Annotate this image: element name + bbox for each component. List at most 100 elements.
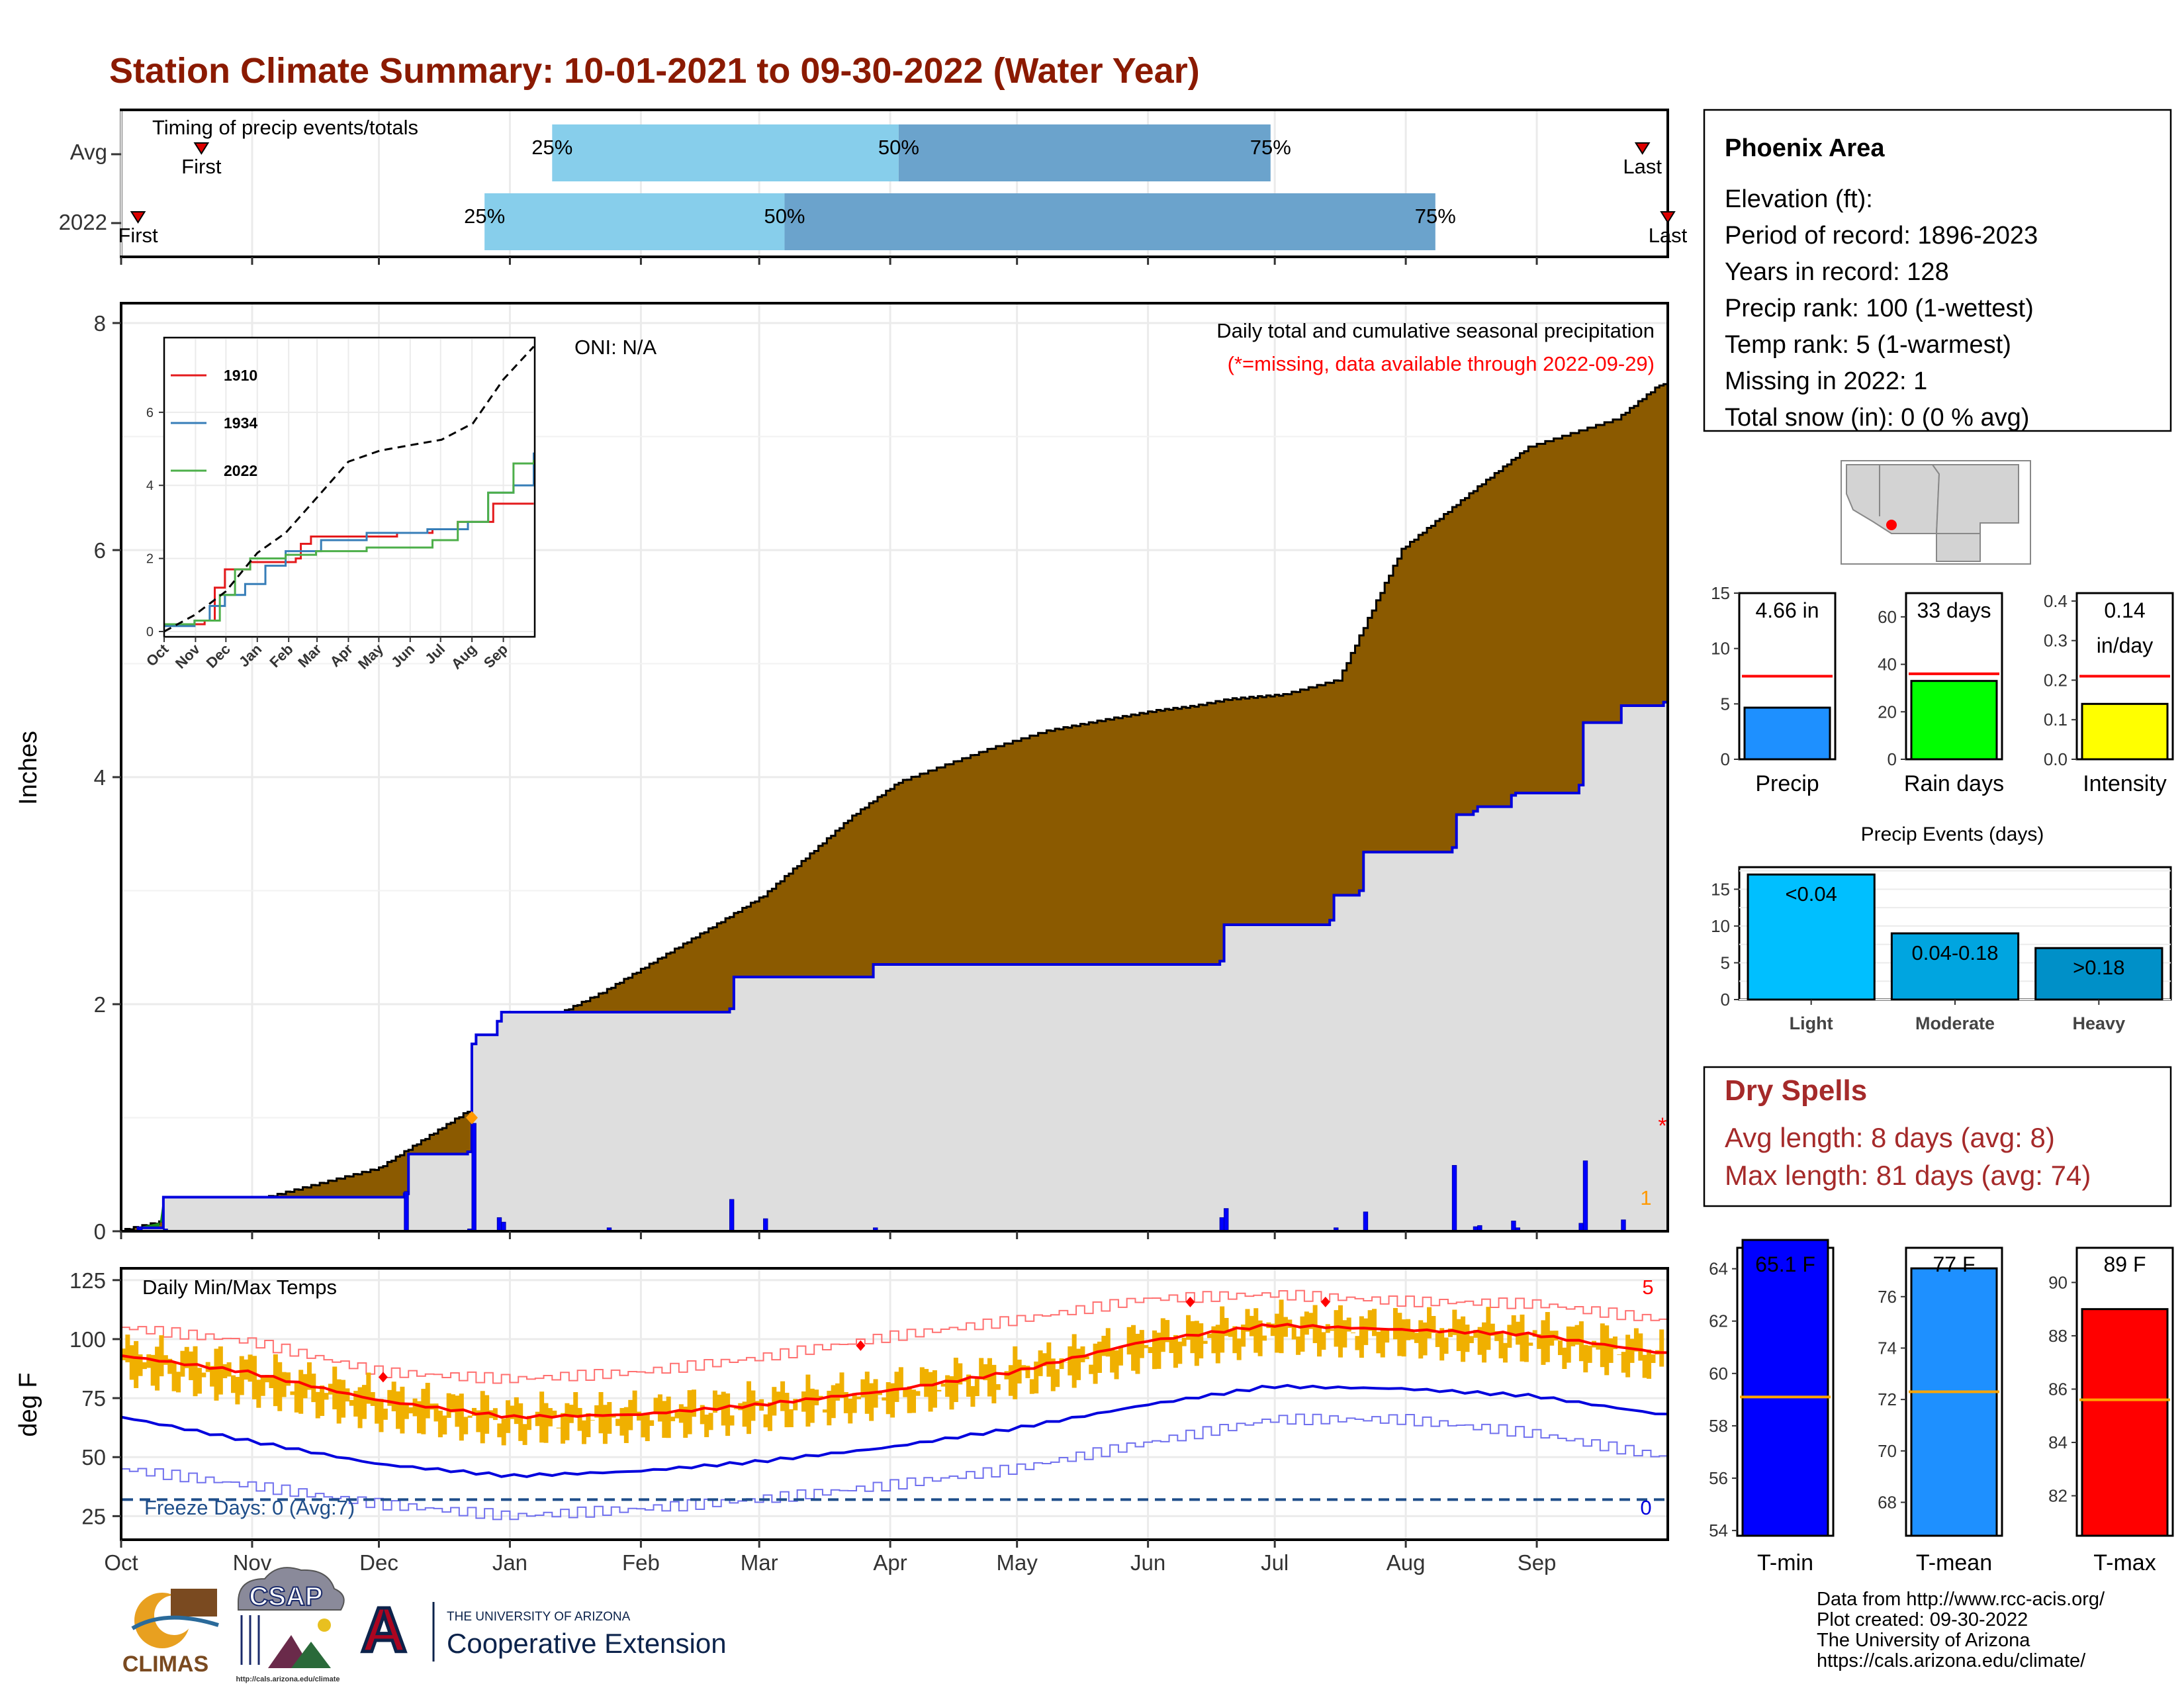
station-name: Phoenix Area <box>1725 134 1885 162</box>
month-label: Nov <box>233 1550 272 1575</box>
daily-temp-range-bar <box>476 1410 481 1432</box>
daily-temp-range-bar <box>1059 1358 1064 1370</box>
temps-label: Daily Min/Max Temps <box>142 1276 337 1299</box>
summary-value-label: 0.14 <box>2104 598 2145 622</box>
daily-temp-range-bar <box>1114 1350 1119 1380</box>
temp-summary-ytick-label: 56 <box>1709 1468 1728 1488</box>
daily-temp-range-bar <box>1312 1305 1318 1343</box>
daily-temp-range-bar <box>1152 1330 1157 1370</box>
daily-temp-range-bar <box>898 1367 903 1389</box>
daily-temp-range-bar <box>814 1389 819 1405</box>
temp-summary-category: T-min <box>1757 1550 1813 1575</box>
daily-temp-range-bar <box>1659 1329 1664 1367</box>
daily-temp-range-bar <box>839 1372 844 1398</box>
daily-temp-range-bar <box>138 1354 143 1376</box>
daily-temp-range-bar <box>1359 1316 1364 1358</box>
month-label: Mar <box>741 1550 778 1575</box>
daily-temp-range-bar <box>324 1393 329 1400</box>
daily-temp-range-bar <box>1097 1341 1102 1373</box>
daily-temp-range-bar <box>201 1372 206 1378</box>
events-category-label: Heavy <box>2073 1013 2126 1033</box>
precip-ytick-label: 6 <box>94 538 106 563</box>
daily-temp-range-bar <box>704 1414 709 1438</box>
temp-summary-ytick-label: 82 <box>2048 1486 2068 1506</box>
daily-temp-range-bar <box>780 1381 786 1411</box>
daily-temp-range-bar <box>1617 1354 1622 1355</box>
events-category-label: Moderate <box>1915 1013 1995 1033</box>
daily-temp-range-bar <box>1439 1328 1445 1361</box>
daily-temp-range-bar <box>167 1358 173 1374</box>
daily-temp-range-bar <box>1562 1347 1567 1370</box>
timing-pct-label: 75% <box>1415 205 1456 228</box>
daily-temp-range-bar <box>1346 1317 1351 1332</box>
daily-temp-range-bar <box>1490 1323 1495 1336</box>
daily-temp-range-bar <box>332 1366 338 1410</box>
precip-title: Daily total and cumulative seasonal prec… <box>1216 319 1655 342</box>
daily-temp-range-bar <box>286 1372 291 1386</box>
daily-temp-range-bar <box>995 1384 1001 1390</box>
temp-summary-ytick-label: 58 <box>1709 1416 1728 1436</box>
daily-temp-range-bar <box>1647 1349 1652 1379</box>
summary-category-label: Rain days <box>1904 771 2004 796</box>
temps-ytick-label: 50 <box>81 1445 106 1470</box>
timing-row-2022-label: 2022 <box>59 210 107 234</box>
station-info-box: Phoenix Area Elevation (ft): Period of re… <box>1703 109 2172 432</box>
daily-temp-range-bar <box>1397 1313 1402 1356</box>
timing-pct-label: 25% <box>464 205 505 228</box>
daily-temp-range-bar <box>1249 1315 1254 1336</box>
daily-temp-range-bar <box>877 1393 882 1395</box>
daily-temp-range-bar <box>1367 1310 1373 1331</box>
daily-temp-range-bar <box>1355 1336 1360 1350</box>
daily-temp-range-bar <box>298 1370 304 1414</box>
events-bar <box>2034 947 2163 1001</box>
daily-temp-range-bar <box>932 1370 937 1408</box>
daily-temp-range-bar <box>674 1411 680 1419</box>
daily-temp-range-bar <box>1199 1323 1204 1359</box>
inset-ytick-label: 2 <box>146 552 154 567</box>
inset-series-line <box>163 346 535 633</box>
daily-precip-bar <box>1582 1160 1588 1232</box>
daily-temp-range-bar <box>1385 1330 1390 1343</box>
daily-temp-range-bar <box>1308 1313 1314 1329</box>
record-high-count: 5 <box>1642 1276 1653 1299</box>
daily-temp-range-bar <box>1507 1325 1512 1348</box>
daily-temp-range-bar <box>767 1402 772 1431</box>
daily-temp-range-bar <box>577 1407 582 1431</box>
daily-temp-range-bar <box>1342 1320 1347 1348</box>
daily-temp-range-bar <box>294 1383 299 1413</box>
daily-temp-range-bar <box>911 1389 917 1413</box>
daily-temp-range-bar <box>1651 1354 1656 1363</box>
daily-temp-range-bar <box>784 1393 790 1428</box>
summary-ytick-label: 40 <box>1878 655 1897 675</box>
daily-temp-range-bar <box>573 1392 578 1417</box>
daily-temp-range-bar <box>146 1354 152 1368</box>
daily-temp-range-bar <box>1447 1328 1453 1337</box>
station-info-line: Precip rank: 100 (1-wettest) <box>1725 295 2034 322</box>
daily-temp-range-bar <box>637 1411 641 1421</box>
daily-temp-range-bar <box>561 1413 566 1444</box>
timing-panel: 25% 50% 75% First Last 25% 50% 75% First Last Tim… <box>59 109 1688 265</box>
daily-temp-range-bar <box>471 1407 477 1416</box>
daily-temp-range-bar <box>248 1354 253 1382</box>
timing-label: Timing of precip events/totals <box>152 116 418 139</box>
record-max-line <box>121 1289 1668 1384</box>
daily-temp-range-bar <box>907 1386 912 1413</box>
extreme-event-marker <box>465 1111 478 1125</box>
daily-temp-range-bar <box>835 1383 841 1401</box>
summary-ytick-label: 20 <box>1878 702 1897 722</box>
summary-ytick-label: 0.2 <box>2044 670 2068 690</box>
daily-temp-range-bar <box>788 1409 794 1427</box>
precip-note: (*=missing, data available through 2022-… <box>1228 352 1655 375</box>
daily-temp-range-bar <box>940 1383 946 1387</box>
daily-temp-range-bar <box>928 1372 933 1412</box>
station-info-line: Temp rank: 5 (1-warmest) <box>1725 331 2011 359</box>
daily-temp-range-bar <box>915 1391 921 1396</box>
month-label: Dec <box>359 1550 398 1575</box>
daily-temp-range-bar <box>222 1364 228 1379</box>
temp-summary-bar <box>2081 1308 2169 1537</box>
daily-temp-range-bar <box>649 1420 655 1426</box>
daily-temp-range-bar <box>357 1387 363 1429</box>
daily-temp-range-bar <box>1080 1346 1085 1362</box>
inset-ytick-label: 0 <box>146 625 154 639</box>
